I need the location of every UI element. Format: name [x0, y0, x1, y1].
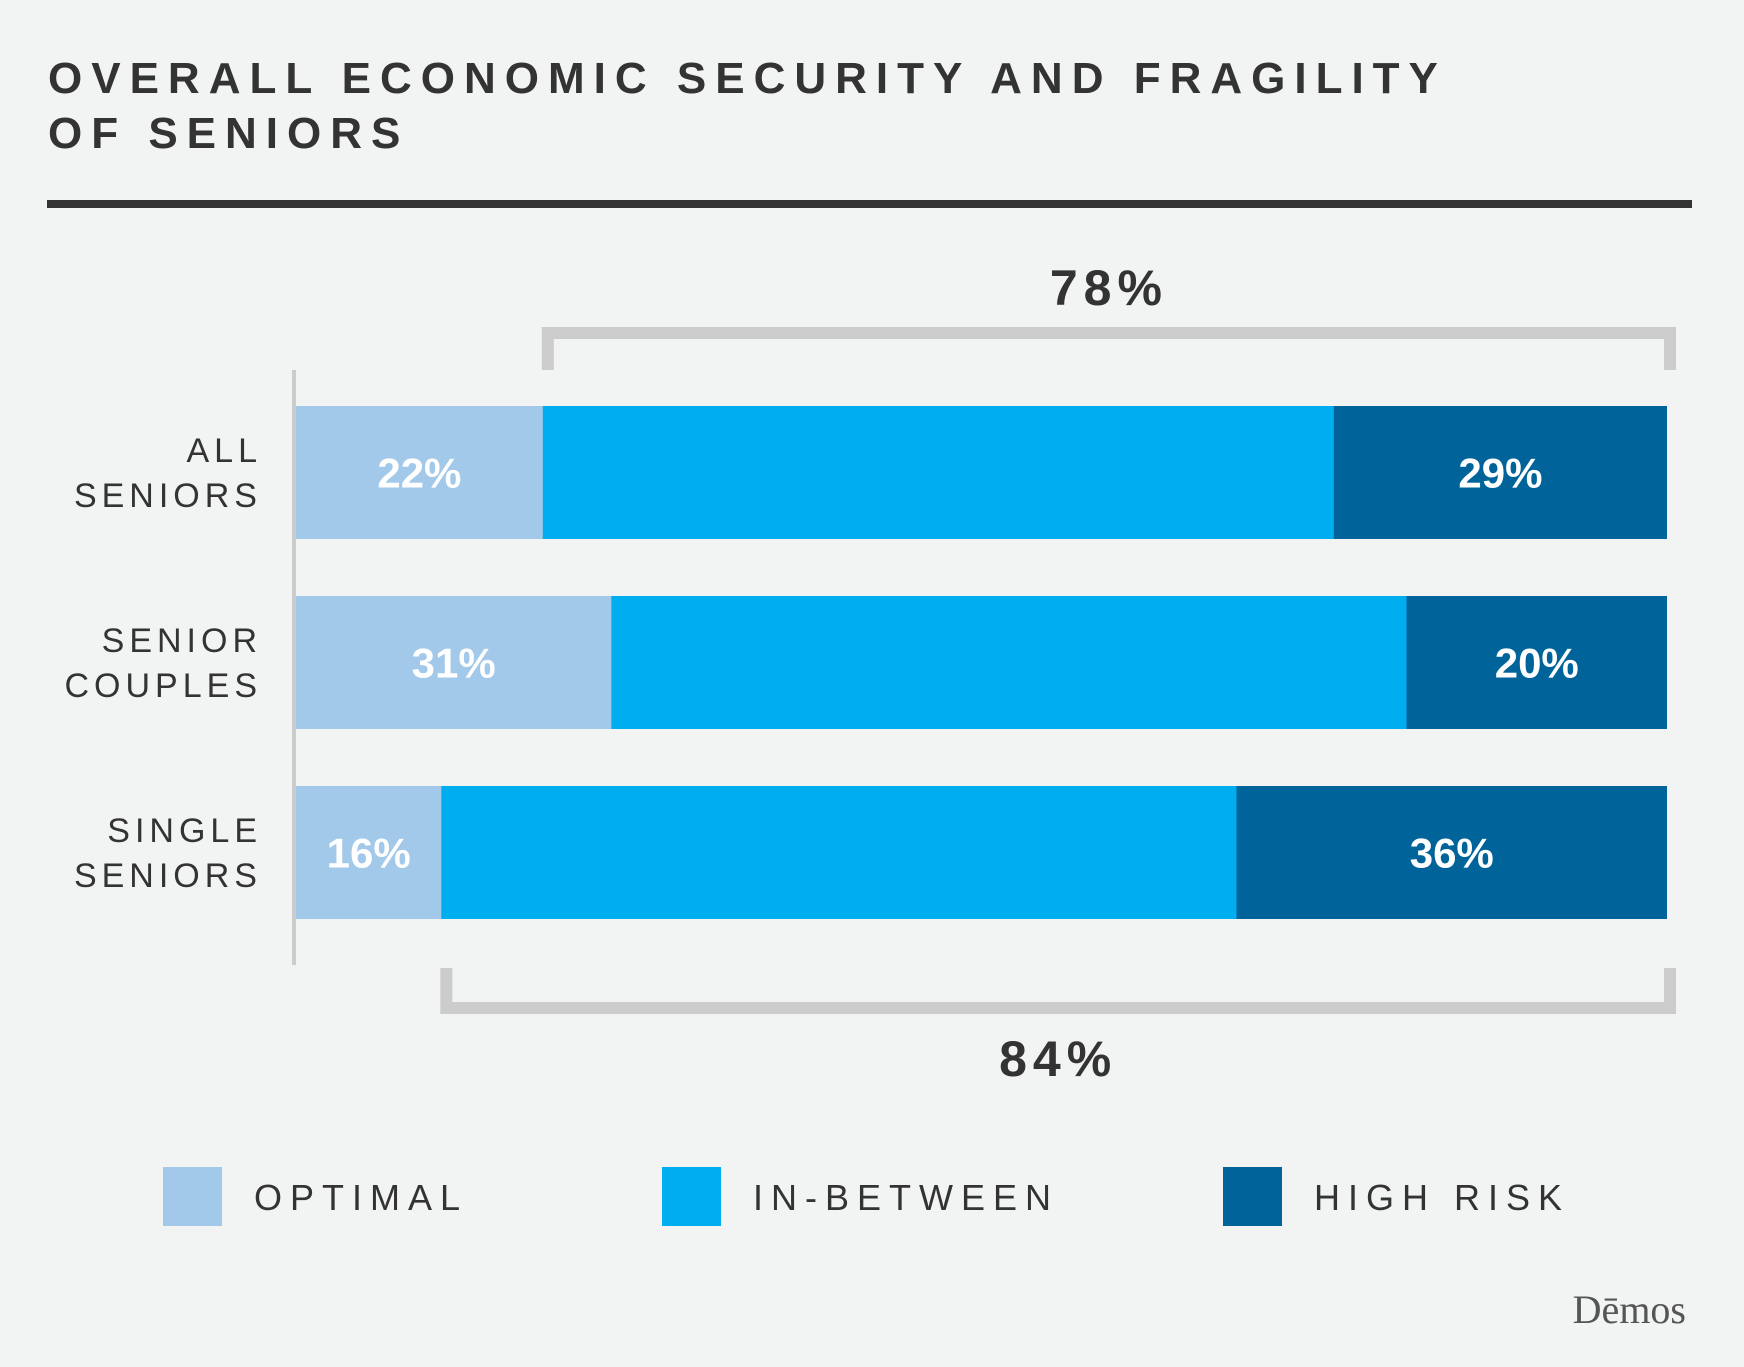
legend-label: OPTIMAL: [254, 1177, 468, 1218]
category-label: SENIORS: [74, 857, 262, 895]
bar-value-label: 16%: [327, 830, 411, 877]
legend-swatch-high-risk: [1223, 1167, 1282, 1226]
bar-segment-optimal-1: [296, 596, 612, 729]
legend-label: IN-BETWEEN: [753, 1177, 1059, 1218]
bars-group: 22% 29% 31% 20% 16% 36%: [296, 406, 1667, 919]
chart-title: OVERALL ECONOMIC SECURITY AND FRAGILITY …: [48, 54, 1447, 158]
brackets-group: 78% 84%: [440, 260, 1676, 1087]
bracket-label-top: 78%: [1050, 260, 1168, 316]
legend-swatch-optimal: [163, 1167, 222, 1226]
category-label: COUPLES: [65, 667, 263, 705]
bar-segment-optimal-0: [296, 406, 544, 539]
bar-value-label: 31%: [412, 640, 496, 687]
legend-swatch-in-between: [662, 1167, 721, 1226]
bar-value-label: 22%: [377, 450, 461, 497]
category-label: SENIOR: [102, 622, 262, 660]
legend-label: HIGH RISK: [1314, 1177, 1570, 1218]
category-label: SENIORS: [74, 477, 262, 515]
chart-title-line-2: OF SENIORS: [48, 109, 409, 158]
category-labels: ALL SENIORS SENIOR COUPLES SINGLE SENIORS: [65, 432, 263, 895]
bar-segment-high-risk-0: [1333, 406, 1667, 539]
bar-segment-in-between-0: [542, 406, 1335, 539]
bracket-label-bottom: 84%: [999, 1031, 1117, 1087]
bar-value-label: 29%: [1458, 450, 1542, 497]
legend: OPTIMAL IN-BETWEEN HIGH RISK: [163, 1167, 1570, 1226]
bar-segment-optimal-2: [296, 786, 442, 919]
bracket-bottom: [440, 968, 1676, 1014]
category-label: ALL: [187, 432, 263, 470]
bar-segment-high-risk-2: [1236, 786, 1667, 919]
bar-value-label: 20%: [1495, 640, 1579, 687]
title-divider: [47, 200, 1692, 208]
bar-segment-in-between-2: [441, 786, 1238, 919]
bar-segment-in-between-1: [611, 596, 1408, 729]
bracket-top: [541, 327, 1676, 370]
category-label: SINGLE: [107, 812, 262, 850]
demos-logo: Dēmos: [1573, 1287, 1686, 1332]
bar-segment-high-risk-1: [1406, 596, 1667, 729]
bar-value-label: 36%: [1410, 830, 1494, 877]
chart-title-line-1: OVERALL ECONOMIC SECURITY AND FRAGILITY: [48, 54, 1447, 103]
